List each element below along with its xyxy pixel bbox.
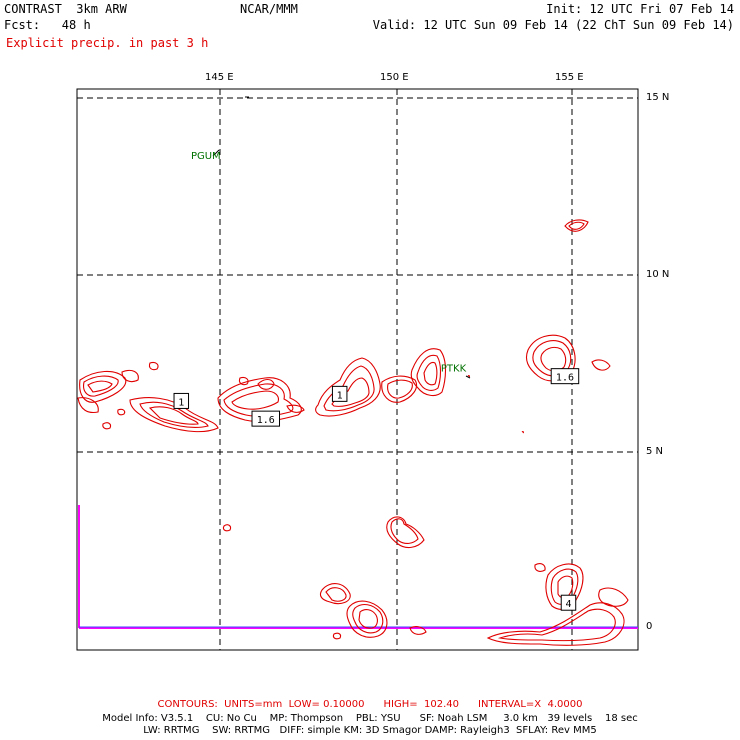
contour-cell: [102, 422, 112, 430]
contour-cell: [77, 397, 99, 414]
forecast-hour: Fcst: 48 h: [4, 18, 91, 32]
contour-cell: [346, 600, 388, 638]
lon-label-155: 155 E: [555, 72, 584, 83]
contour-cell: [416, 354, 442, 391]
contour-cell: [148, 361, 159, 371]
field-description: Explicit precip. in past 3 h: [6, 36, 209, 50]
contour-cell: [386, 516, 425, 549]
contour-cell: [148, 406, 199, 425]
map-frame: [76, 88, 639, 651]
contour-cell: [540, 346, 567, 372]
domain-boundary: [78, 505, 638, 629]
contour-label-box: [550, 368, 580, 385]
lat-label-10n: 10 N: [646, 269, 670, 280]
valid-time: Valid: 12 UTC Sun 09 Feb 14 (22 ChT Sun …: [372, 18, 734, 32]
contour-cell: [121, 369, 139, 383]
contour-value-label: 1.6: [550, 368, 580, 385]
contour-cell: [410, 348, 447, 397]
product-title: CONTRAST 3km ARW: [4, 2, 127, 16]
lon-label-145: 145 E: [205, 72, 234, 83]
contour-cell: [534, 563, 546, 572]
contour-cell: [358, 609, 378, 629]
contour-value-label: 1: [331, 385, 348, 402]
station-marker-pgum: [212, 149, 220, 157]
contour-label-box: [560, 594, 577, 611]
contour-labels: 1 1.6 1 1.6 4: [173, 368, 580, 611]
contour-cell: [409, 626, 427, 635]
station-labels: PGUM PTKK: [191, 151, 467, 374]
contour-cell: [381, 375, 418, 403]
contour-cell: [139, 401, 209, 428]
init-time: Init: 12 UTC Fri 07 Feb 14: [546, 2, 734, 16]
station-label-ptkk: PTKK: [441, 364, 467, 375]
model-info-line2: LW: RRTMG SW: RRTMG DIFF: simple KM: 3D …: [143, 725, 597, 736]
contour-cell: [467, 375, 470, 378]
contour-cell: [352, 603, 384, 634]
contour-cell: [598, 587, 629, 607]
contour-cell: [564, 219, 589, 232]
contour-cell: [117, 408, 126, 416]
contour-cell: [238, 376, 249, 386]
contour-label-text: 1.6: [556, 373, 574, 384]
contour-cell: [390, 518, 419, 544]
contour-cell: [568, 221, 585, 230]
contour-cell: [521, 431, 524, 434]
contour-label-box: [331, 385, 348, 402]
contour-cell: [591, 359, 611, 371]
contour-cell: [222, 524, 232, 532]
contour-value-label: 1: [173, 392, 190, 409]
model-info-line1: Model Info: V3.5.1 CU: No Cu MP: Thompso…: [102, 713, 638, 724]
station-label-pgum: PGUM: [191, 151, 221, 162]
precip-contours: [77, 219, 629, 646]
contour-label-box: [173, 392, 190, 409]
lon-label-150: 150 E: [380, 72, 409, 83]
station-markers: [212, 96, 471, 379]
contour-cell: [315, 357, 381, 417]
contour-cell: [557, 575, 574, 599]
contour-label-text: 1.6: [257, 415, 275, 426]
lat-label-15n: 15 N: [646, 92, 670, 103]
contour-cell: [223, 383, 294, 417]
center-name: NCAR/MMM: [240, 2, 298, 16]
contour-cell: [319, 583, 351, 605]
contour-cell: [286, 404, 305, 413]
lat-label-5n: 5 N: [646, 446, 664, 457]
contour-label-box: [251, 410, 281, 427]
contour-info: CONTOURS: UNITS=mm LOW= 0.10000 HIGH= 10…: [157, 699, 583, 710]
lat-lon-grid: [77, 89, 638, 650]
contour-value-label: 1.6: [251, 410, 281, 427]
contour-label-text: 4: [565, 599, 571, 610]
contour-value-label: 4: [560, 594, 577, 611]
lat-label-0: 0: [646, 621, 653, 632]
station-marker-ptkk: [465, 375, 471, 379]
contour-cell: [497, 608, 616, 642]
contour-cell: [325, 587, 347, 602]
contour-cell: [257, 378, 275, 390]
contour-cell: [231, 390, 279, 410]
contour-cell: [486, 602, 625, 646]
contour-cell: [129, 397, 219, 433]
contour-label-text: 1: [178, 397, 184, 408]
contour-label-text: 1: [337, 390, 343, 401]
contour-cell: [87, 380, 113, 393]
contour-cell: [423, 361, 438, 386]
contour-cell: [83, 375, 119, 397]
contour-cell: [387, 379, 413, 399]
contour-cell: [332, 632, 342, 640]
